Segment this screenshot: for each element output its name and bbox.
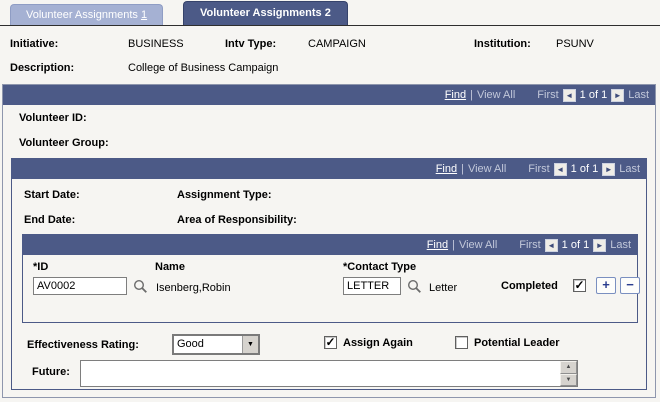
scroll-down-button[interactable]: ▼ xyxy=(560,373,577,386)
id-label: *ID xyxy=(33,261,49,273)
effectiveness-rating-select[interactable]: Good ▼ xyxy=(172,334,260,355)
contact-type-description: Letter xyxy=(429,282,458,294)
initiative-value: BUSINESS xyxy=(128,38,184,50)
last-link[interactable]: Last xyxy=(619,163,640,175)
completed-checkbox[interactable]: ✓ xyxy=(573,279,586,292)
nav-separator: | xyxy=(452,239,455,251)
potential-leader-label: Potential Leader xyxy=(474,337,560,349)
intv-type-label: Intv Type: xyxy=(225,38,277,50)
future-label: Future: xyxy=(32,366,70,378)
record-navbar-1: Find | View All First ◄ 1 of 1 ► Last xyxy=(3,85,655,105)
future-textarea[interactable]: ▲ ▼ xyxy=(80,360,578,387)
record-navbar-3: Find | View All First ◄ 1 of 1 ► Last xyxy=(23,235,637,255)
potential-leader-checkbox[interactable] xyxy=(455,336,468,349)
area-of-responsibility-label: Area of Responsibility: xyxy=(177,214,297,226)
future-scrollbar: ▲ ▼ xyxy=(560,361,577,386)
nav-separator: | xyxy=(470,89,473,101)
assign-again-checkbox[interactable]: ✓ xyxy=(324,336,337,349)
id-lookup-icon[interactable] xyxy=(133,279,148,294)
checkmark-icon: ✓ xyxy=(325,335,336,349)
group-box-contact: Find | View All First ◄ 1 of 1 ► Last *I… xyxy=(22,234,640,323)
checkmark-icon: ✓ xyxy=(574,278,585,292)
completed-label: Completed xyxy=(501,280,558,292)
prev-row-button[interactable]: ◄ xyxy=(544,238,558,252)
prev-row-button[interactable]: ◄ xyxy=(562,88,576,102)
row-counter: 1 of 1 xyxy=(561,239,590,251)
chevron-down-icon[interactable]: ▼ xyxy=(242,336,258,353)
name-label: Name xyxy=(155,261,185,273)
assignment-type-label: Assignment Type: xyxy=(177,189,272,201)
find-link[interactable]: Find xyxy=(435,163,458,175)
view-all-link[interactable]: View All xyxy=(467,163,507,175)
first-link[interactable]: First xyxy=(537,89,559,101)
record-navbar-2: Find | View All First ◄ 1 of 1 ► Last xyxy=(12,159,646,179)
effectiveness-rating-label: Effectiveness Rating: xyxy=(27,339,139,351)
first-link[interactable]: First xyxy=(528,163,550,175)
contact-type-input[interactable] xyxy=(343,277,401,295)
tab-label: Volunteer Assignments 2 xyxy=(200,7,331,19)
tab-volunteer-assignments-1[interactable]: Volunteer Assignments 1 xyxy=(10,4,164,25)
first-link[interactable]: First xyxy=(519,239,541,251)
contact-type-lookup-icon[interactable] xyxy=(407,279,422,294)
scroll-up-button[interactable]: ▲ xyxy=(560,361,577,374)
find-link[interactable]: Find xyxy=(444,89,467,101)
group-box-volunteer: Find | View All First ◄ 1 of 1 ► Last Vo… xyxy=(2,84,656,398)
tab-bar: Volunteer Assignments 1 Volunteer Assign… xyxy=(0,0,660,26)
nav-separator: | xyxy=(461,163,464,175)
row-counter: 1 of 1 xyxy=(570,163,599,175)
institution-label: Institution: xyxy=(474,38,531,50)
assign-again-label: Assign Again xyxy=(343,337,413,349)
next-row-button[interactable]: ► xyxy=(602,162,616,176)
description-value: College of Business Campaign xyxy=(128,62,279,74)
next-row-button[interactable]: ► xyxy=(593,238,607,252)
tab-label: Volunteer Assignments xyxy=(26,9,141,21)
tab-accesskey: 1 xyxy=(140,9,148,21)
view-all-link[interactable]: View All xyxy=(458,239,498,251)
start-date-label: Start Date: xyxy=(24,189,80,201)
add-row-button[interactable]: + xyxy=(596,277,616,294)
volunteer-id-label: Volunteer ID: xyxy=(19,112,87,124)
institution-value: PSUNV xyxy=(556,38,594,50)
last-link[interactable]: Last xyxy=(628,89,649,101)
row-counter: 1 of 1 xyxy=(579,89,608,101)
intv-type-value: CAMPAIGN xyxy=(308,38,366,50)
volunteer-group-label: Volunteer Group: xyxy=(19,137,109,149)
view-all-link[interactable]: View All xyxy=(476,89,516,101)
initiative-label: Initiative: xyxy=(10,38,59,50)
delete-row-button[interactable]: − xyxy=(620,277,640,294)
prev-row-button[interactable]: ◄ xyxy=(553,162,567,176)
selected-option: Good xyxy=(177,338,204,350)
id-input[interactable] xyxy=(33,277,127,295)
end-date-label: End Date: xyxy=(24,214,76,226)
find-link[interactable]: Find xyxy=(426,239,449,251)
next-row-button[interactable]: ► xyxy=(611,88,625,102)
group-box-assignment: Find | View All First ◄ 1 of 1 ► Last St… xyxy=(11,158,647,390)
name-value: Isenberg,Robin xyxy=(156,282,231,294)
last-link[interactable]: Last xyxy=(610,239,631,251)
tab-volunteer-assignments-2[interactable]: Volunteer Assignments 2 xyxy=(183,1,348,25)
contact-type-label: *Contact Type xyxy=(343,261,417,273)
description-label: Description: xyxy=(10,62,75,74)
